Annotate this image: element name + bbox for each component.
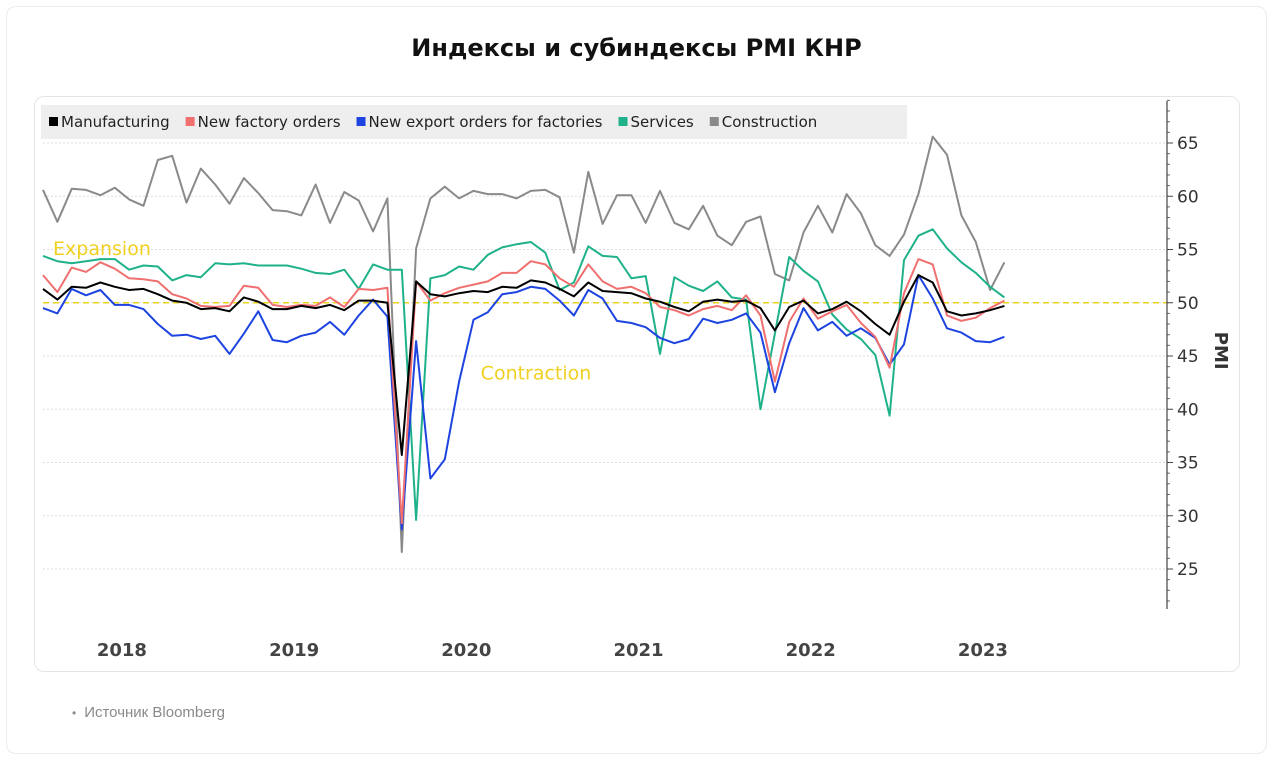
x-tick-label: 2020: [441, 640, 491, 661]
x-axis: 2018 2019 2020 2021 2022 2023: [97, 640, 1008, 661]
series-line-new-export-orders-for-factories: [42, 274, 1005, 531]
y-axis: 25 30 35 40 45 50 55 60 65 PMI: [1166, 99, 1231, 609]
series-line-new-factory-orders: [42, 258, 1005, 525]
legend-item-label: Manufacturing: [61, 113, 170, 131]
y-tick-label: 35: [1177, 454, 1199, 474]
legend-item-label: New export orders for factories: [369, 113, 603, 131]
x-tick-label: 2021: [613, 640, 663, 661]
bullet-icon: •: [72, 706, 77, 720]
legend-swatch: [49, 117, 58, 126]
y-tick-label: 50: [1177, 294, 1199, 314]
page-title: Индексы и субиндексы PMI КНР: [411, 34, 862, 62]
y-tick-label: 40: [1177, 400, 1199, 420]
chart-container: Expansion Contraction 25 30 35 40 45 50 55 60 65 P…: [34, 96, 1240, 672]
x-tick-label: 2023: [958, 640, 1008, 661]
y-tick-label: 30: [1177, 507, 1199, 527]
source-text: Источник Bloomberg: [84, 704, 225, 721]
grid-lines: [43, 142, 1167, 570]
annotation-contraction: Contraction: [481, 362, 592, 384]
x-tick-label: 2019: [269, 640, 319, 661]
y-tick-label: 55: [1177, 241, 1199, 261]
legend-swatch: [618, 117, 628, 126]
series-line-construction: [42, 135, 1006, 553]
legend: Manufacturing New factory orders New expor…: [41, 105, 907, 139]
legend-swatch: [185, 117, 195, 126]
source-note: • Источник Bloomberg: [72, 704, 225, 721]
series-line-services: [42, 228, 1005, 521]
y-tick-label: 25: [1177, 560, 1199, 580]
y-axis-label: PMI: [1210, 332, 1231, 370]
x-tick-label: 2022: [786, 640, 836, 661]
legend-item-label: New factory orders: [198, 113, 341, 131]
y-tick-label: 60: [1177, 187, 1199, 207]
legend-swatch: [709, 117, 719, 126]
annotation-expansion: Expansion: [53, 238, 151, 260]
legend-background: [41, 105, 907, 139]
y-tick-label: 45: [1177, 347, 1199, 367]
series-lines: [42, 135, 1006, 553]
x-tick-label: 2018: [97, 640, 147, 661]
annotations: Expansion Contraction: [53, 238, 591, 385]
series-line-manufacturing: [42, 274, 1005, 456]
pmi-line-chart: Expansion Contraction 25 30 35 40 45 50 55 60 65 P…: [41, 99, 1231, 661]
y-tick-label: 65: [1177, 134, 1199, 154]
legend-item-label: Construction: [722, 113, 818, 131]
legend-item-label: Services: [631, 113, 694, 131]
legend-swatch: [356, 117, 366, 126]
